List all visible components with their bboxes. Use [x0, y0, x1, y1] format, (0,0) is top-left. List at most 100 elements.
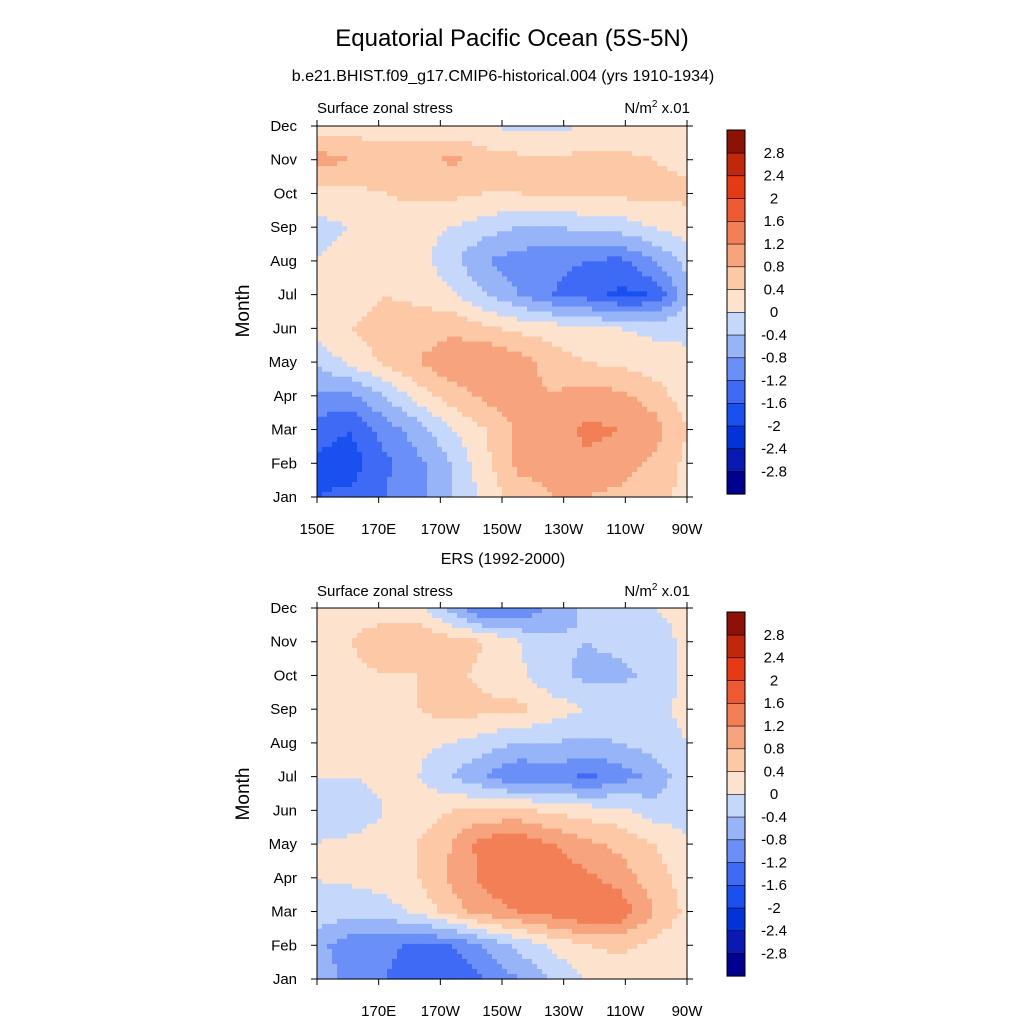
- field-cell: [492, 281, 498, 288]
- field-cell: [582, 326, 588, 333]
- field-cell: [672, 451, 678, 458]
- field-cell: [652, 431, 658, 438]
- field-cell: [317, 136, 323, 142]
- field-cell: [602, 436, 608, 443]
- field-cell: [572, 281, 578, 288]
- field-cell: [612, 451, 618, 458]
- field-cell: [327, 156, 333, 162]
- field-cell: [377, 211, 383, 217]
- field-cell: [592, 401, 598, 408]
- field-cell: [477, 446, 483, 453]
- field-cell: [462, 241, 468, 247]
- field-cell: [462, 186, 468, 192]
- field-cell: [402, 176, 408, 182]
- field-cell: [362, 201, 368, 207]
- field-cell: [342, 401, 348, 408]
- field-cell: [327, 151, 333, 157]
- field-cell: [482, 386, 488, 393]
- field-cell: [637, 421, 643, 428]
- field-cell: [377, 241, 383, 247]
- field-cell: [497, 416, 503, 423]
- field-cell: [417, 166, 423, 172]
- field-cell: [402, 246, 408, 252]
- field-cell: [467, 256, 473, 262]
- field-cell: [667, 306, 673, 313]
- field-cell: [622, 426, 628, 433]
- field-cell: [657, 361, 663, 368]
- field-cell: [627, 451, 633, 458]
- field-cell: [587, 191, 593, 197]
- field-cell: [332, 126, 338, 132]
- field-cell: [482, 231, 488, 237]
- field-cell: [457, 326, 463, 333]
- field-cell: [487, 161, 493, 167]
- field-cell: [607, 456, 613, 463]
- field-cell: [662, 351, 668, 358]
- field-cell: [392, 126, 398, 132]
- field-cell: [517, 236, 523, 242]
- field-cell: [642, 181, 648, 187]
- field-cell: [577, 201, 583, 207]
- field-cell: [387, 166, 393, 172]
- field-cell: [677, 261, 683, 267]
- field-cell: [342, 396, 348, 403]
- field-cell: [487, 176, 493, 182]
- field-cell: [672, 316, 678, 323]
- field-cell: [477, 356, 483, 363]
- field-cell: [377, 316, 383, 323]
- field-cell: [597, 161, 603, 167]
- field-cell: [632, 291, 638, 298]
- field-cell: [567, 171, 573, 177]
- field-cell: [647, 281, 653, 288]
- field-cell: [437, 321, 443, 328]
- field-cell: [472, 291, 478, 298]
- field-cell: [577, 196, 583, 202]
- field-cell: [467, 396, 473, 403]
- field-cell: [637, 416, 643, 423]
- field-cell: [522, 271, 528, 277]
- field-cell: [377, 321, 383, 328]
- field-cell: [457, 446, 463, 453]
- field-cell: [627, 186, 633, 192]
- field-cell: [507, 226, 513, 232]
- field-cell: [362, 136, 368, 142]
- field-cell: [652, 141, 658, 147]
- field-cell: [352, 176, 358, 182]
- field-cell: [542, 401, 548, 408]
- field-cell: [437, 261, 443, 267]
- field-cell: [472, 276, 478, 283]
- field-cell: [527, 176, 533, 182]
- field-cell: [607, 341, 613, 348]
- field-cell: [392, 441, 398, 448]
- field-cell: [362, 391, 368, 398]
- field-cell: [627, 291, 633, 298]
- field-cell: [352, 201, 358, 207]
- field-cell: [442, 411, 448, 418]
- field-cell: [447, 151, 453, 157]
- field-cell: [332, 316, 338, 323]
- field-cell: [487, 261, 493, 267]
- field-cell: [677, 281, 683, 288]
- field-cell: [427, 261, 433, 267]
- field-cell: [522, 206, 528, 212]
- field-cell: [332, 136, 338, 142]
- field-cell: [447, 436, 453, 443]
- field-cell: [502, 381, 508, 388]
- field-cell: [542, 311, 548, 318]
- field-cell: [452, 456, 458, 463]
- field-cell: [402, 326, 408, 333]
- field-cell: [467, 271, 473, 277]
- field-cell: [477, 186, 483, 192]
- field-cell: [372, 316, 378, 323]
- field-cell: [327, 376, 333, 383]
- field-cell: [532, 346, 538, 353]
- field-cell: [677, 356, 683, 363]
- field-cell: [647, 366, 653, 373]
- field-cell: [572, 246, 578, 252]
- field-cell: [547, 271, 553, 277]
- field-cell: [332, 211, 338, 217]
- field-cell: [532, 316, 538, 323]
- field-cell: [337, 321, 343, 328]
- field-cell: [522, 211, 528, 217]
- field-cell: [352, 166, 358, 172]
